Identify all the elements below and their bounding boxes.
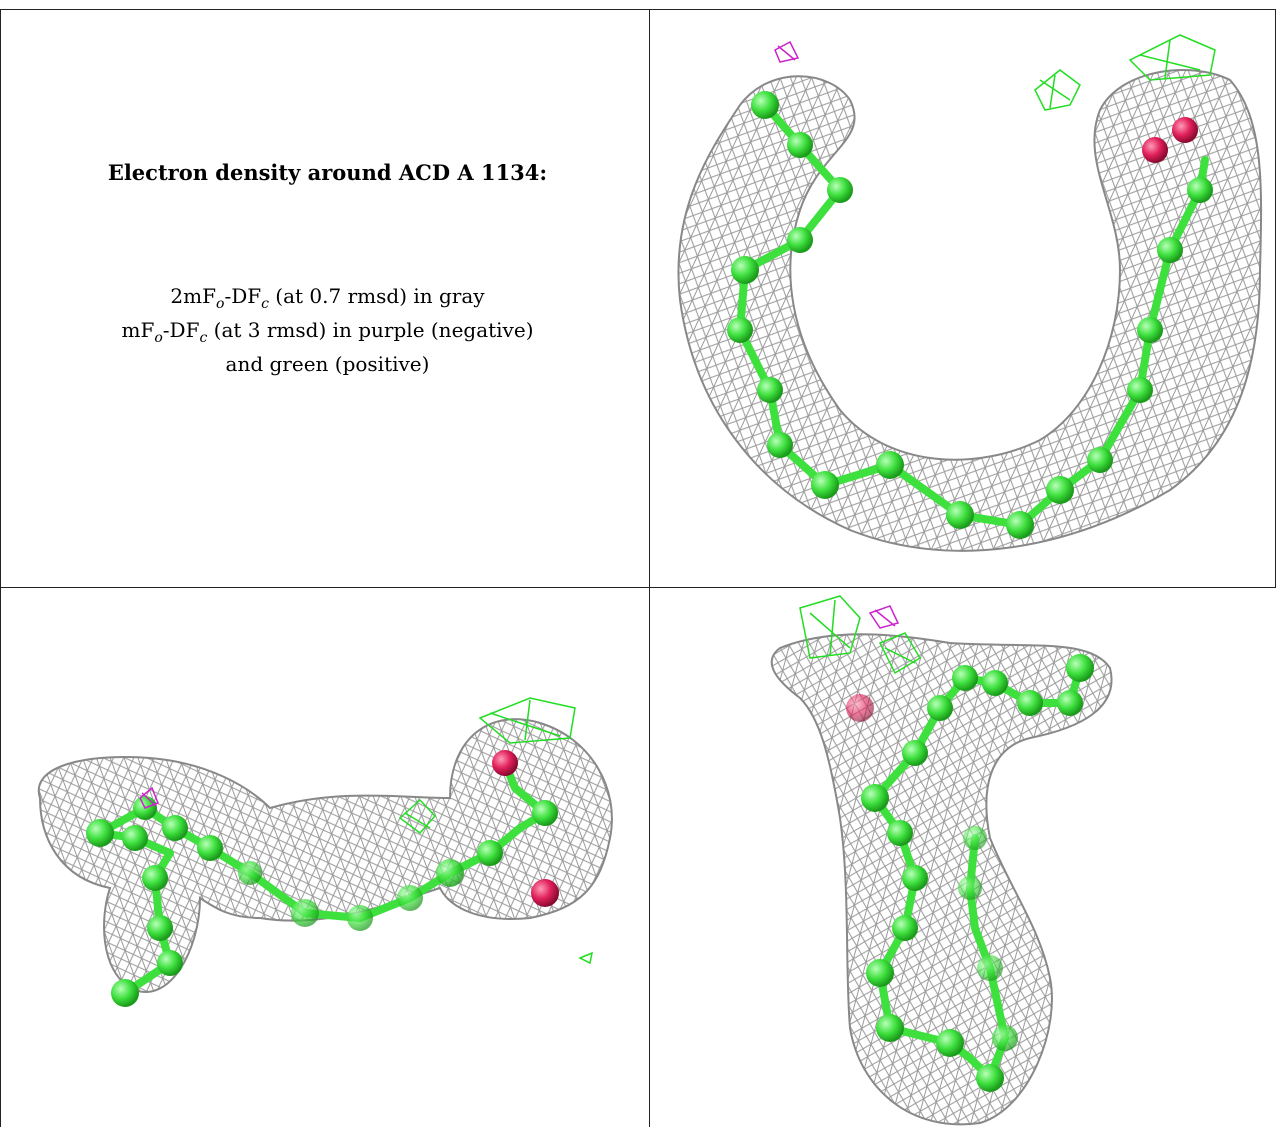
density-mesh [37, 718, 613, 993]
ligand-atoms [846, 654, 1094, 1092]
grid-line-left [0, 9, 1, 1127]
caption-title: Electron density around ACD A 1134: [107, 160, 548, 185]
positive-density [398, 697, 594, 965]
grid-line-center [649, 9, 650, 1127]
ligand-atoms [86, 750, 559, 1007]
negative-density [774, 40, 800, 63]
negative-density [868, 605, 900, 629]
density-mesh [770, 633, 1113, 1126]
density-image-bottom-right [770, 595, 1113, 1126]
density-image-bottom-left [37, 697, 613, 1007]
positive-density [799, 595, 922, 675]
caption-cell: Electron density around ACD A 1134: 2mFo… [0, 0, 649, 586]
density-mesh [677, 69, 1263, 552]
density-view-bottom-left [0, 588, 648, 1127]
density-image-top-right [677, 34, 1263, 552]
caption-line-positive: and green (positive) [225, 352, 430, 376]
grid-line-top [0, 9, 1276, 10]
positive-density [1034, 34, 1216, 111]
density-view-bottom-right [650, 588, 1276, 1127]
grid-line-middle [0, 587, 1276, 588]
density-view-top-right [650, 10, 1276, 585]
caption-line-2mfo: 2mFo-DFc (at 0.7 rmsd) in gray [170, 284, 485, 312]
ligand-atoms [727, 91, 1213, 539]
caption-line-mfo: mFo-DFc (at 3 rmsd) in purple (negative) [121, 318, 534, 346]
negative-density [139, 786, 159, 809]
